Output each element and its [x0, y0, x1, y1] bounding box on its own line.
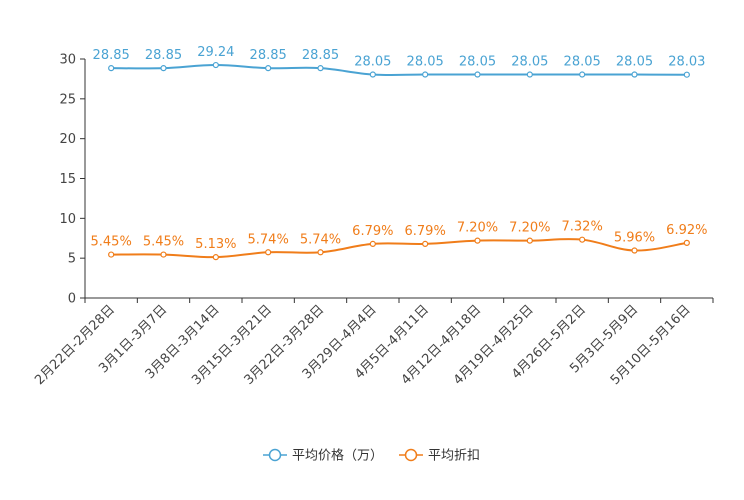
data-point [579, 236, 586, 243]
data-point [683, 71, 690, 78]
data-label: 5.74% [248, 232, 289, 247]
data-label: 29.24 [197, 45, 234, 60]
y-tick-label: 10 [59, 212, 76, 227]
data-label: 6.92% [666, 223, 707, 238]
data-label: 7.20% [509, 221, 550, 236]
data-point [369, 240, 376, 248]
data-label: 5.13% [195, 237, 236, 252]
data-label: 28.05 [407, 55, 444, 70]
data-point [579, 71, 586, 78]
data-label: 28.03 [668, 55, 705, 70]
data-label: 28.05 [511, 55, 548, 70]
data-point [526, 237, 533, 244]
data-point [108, 251, 115, 258]
y-tick-label: 30 [59, 53, 76, 68]
data-point [108, 65, 115, 72]
data-label: 5.45% [143, 235, 184, 250]
data-label: 28.85 [250, 48, 287, 63]
data-point [212, 61, 219, 69]
data-label: 28.05 [564, 55, 601, 70]
data-label: 28.85 [145, 48, 182, 63]
data-label: 7.20% [457, 221, 498, 236]
data-label: 6.79% [405, 224, 446, 239]
data-label: 6.79% [352, 224, 393, 239]
data-point [422, 71, 429, 78]
data-label: 5.96% [614, 231, 655, 246]
y-tick-label: 5 [68, 252, 76, 267]
data-label: 5.45% [91, 235, 132, 250]
data-label: 5.74% [300, 232, 341, 247]
data-point [317, 249, 324, 256]
data-point [160, 251, 167, 258]
data-point [369, 71, 376, 78]
data-point [265, 65, 272, 72]
y-tick-label: 15 [59, 172, 76, 187]
data-point [265, 249, 272, 256]
data-point [474, 237, 481, 244]
data-point [631, 71, 638, 78]
y-tick-label: 20 [59, 132, 76, 147]
data-point [212, 254, 219, 261]
legend-marker-circle-1 [268, 448, 282, 462]
data-label: 28.05 [616, 55, 653, 70]
legend-label-2: 平均折扣 [428, 449, 480, 464]
series-line-1 [111, 64, 687, 77]
data-label: 28.85 [302, 48, 339, 63]
data-label: 28.05 [459, 55, 496, 70]
data-point [474, 71, 481, 78]
legend-marker-circle-2 [404, 448, 418, 462]
data-label: 28.85 [93, 48, 130, 63]
y-tick-label: 0 [68, 292, 76, 307]
data-label: 7.32% [562, 220, 603, 235]
data-point [160, 65, 167, 72]
y-tick-label: 25 [59, 92, 76, 107]
data-point [631, 247, 638, 254]
data-point [526, 71, 533, 78]
data-label: 28.05 [354, 55, 391, 70]
legend-label-1: 平均价格（万） [292, 448, 383, 464]
data-point [422, 240, 429, 248]
series-line-2 [111, 238, 687, 259]
data-point [683, 239, 690, 246]
data-point [317, 65, 324, 72]
